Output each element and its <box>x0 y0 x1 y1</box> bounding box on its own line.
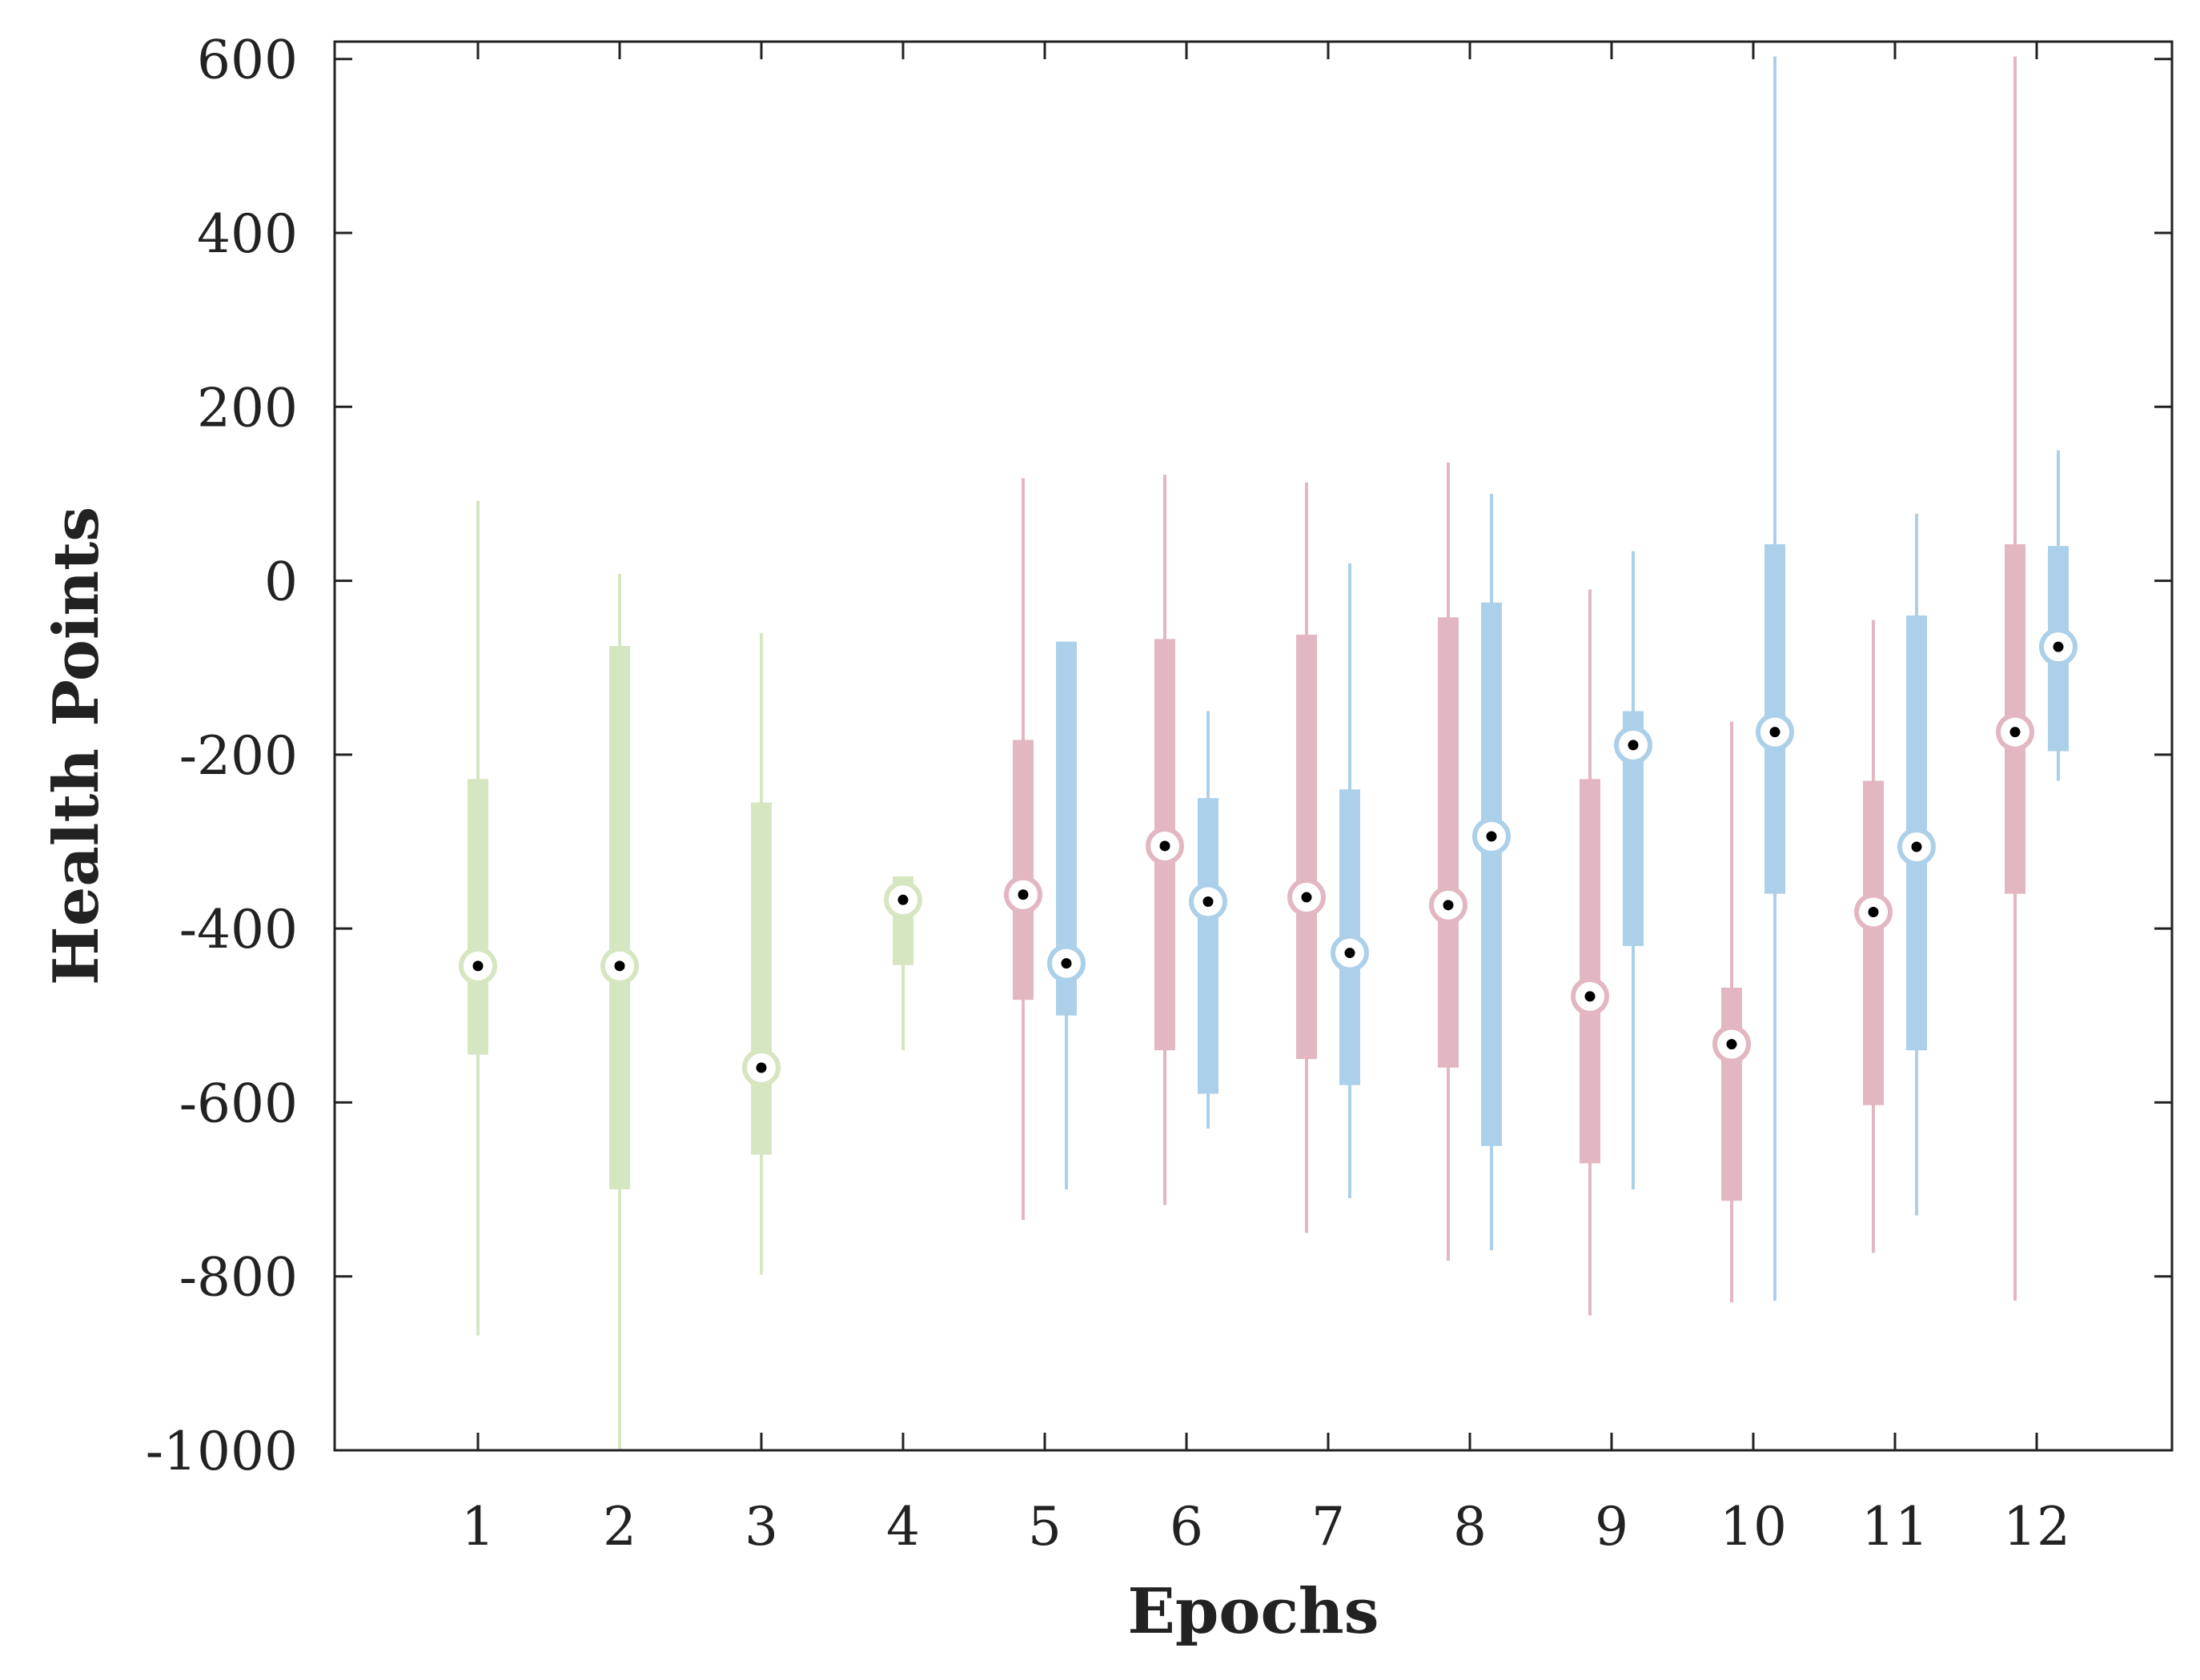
median-dot <box>1726 1039 1737 1050</box>
median-dot <box>897 894 909 905</box>
median-dot <box>1911 841 1922 852</box>
plot-frame <box>333 40 2174 1452</box>
iqr-box <box>1580 779 1600 1164</box>
median-dot <box>1868 907 1879 918</box>
x-tick-label: 8 <box>1453 1496 1487 1558</box>
y-tick-label: -600 <box>179 1073 298 1134</box>
median-dot <box>1486 831 1497 842</box>
x-tick-label: 3 <box>745 1496 778 1558</box>
boxes-layer <box>468 543 2069 1201</box>
y-tick-label: 0 <box>264 551 298 613</box>
x-axis-title: Epochs <box>1127 1575 1379 1648</box>
iqr-box <box>1863 780 1884 1105</box>
median-dot <box>2009 727 2021 738</box>
x-tick-label: 9 <box>1595 1496 1628 1558</box>
median-dot <box>1061 958 1072 969</box>
y-tick-label: -1000 <box>146 1421 298 1482</box>
median-dot <box>1159 840 1170 852</box>
whiskers-layer <box>476 56 2060 1450</box>
median-dot <box>1443 900 1454 911</box>
median-dot <box>756 1062 767 1073</box>
y-tick-label: -200 <box>179 725 298 787</box>
x-tick-label: 11 <box>1861 1496 1929 1558</box>
iqr-box <box>1198 798 1218 1094</box>
x-tick-label: 10 <box>1720 1496 1787 1558</box>
y-tick-label: -800 <box>179 1247 298 1309</box>
y-tick-label: -400 <box>179 899 298 960</box>
median-dot <box>2053 641 2064 652</box>
y-axis-title: Health Points <box>40 507 113 985</box>
iqr-box <box>1296 634 1317 1060</box>
iqr-box <box>1481 602 1502 1146</box>
ticks-layer <box>335 42 2172 1452</box>
x-tick-label: 7 <box>1311 1496 1345 1558</box>
y-tick-label: 600 <box>197 30 298 91</box>
iqr-box <box>1438 617 1459 1068</box>
y-tick-label: 400 <box>197 203 298 265</box>
median-dot <box>1769 727 1780 738</box>
median-dot <box>614 960 625 972</box>
median-dot <box>1301 892 1312 903</box>
x-tick-label: 2 <box>603 1496 636 1558</box>
iqr-box <box>609 646 630 1190</box>
iqr-box <box>1721 988 1742 1201</box>
x-tick-label: 5 <box>1028 1496 1062 1558</box>
median-dot <box>1628 740 1639 751</box>
y-tick-label: 200 <box>197 377 298 439</box>
x-tick-label: 1 <box>461 1496 495 1558</box>
median-dot <box>472 960 484 972</box>
x-tick-label: 6 <box>1170 1496 1203 1558</box>
median-dot <box>1344 948 1355 959</box>
x-tick-label: 4 <box>886 1496 920 1558</box>
iqr-box <box>468 779 488 1055</box>
x-tick-label: 12 <box>2003 1496 2070 1558</box>
median-dot <box>1018 889 1029 900</box>
median-dot <box>1584 991 1596 1002</box>
medians-layer <box>459 627 2078 1087</box>
iqr-box <box>1013 740 1034 1000</box>
median-dot <box>1202 896 1214 907</box>
iqr-box <box>751 802 772 1155</box>
